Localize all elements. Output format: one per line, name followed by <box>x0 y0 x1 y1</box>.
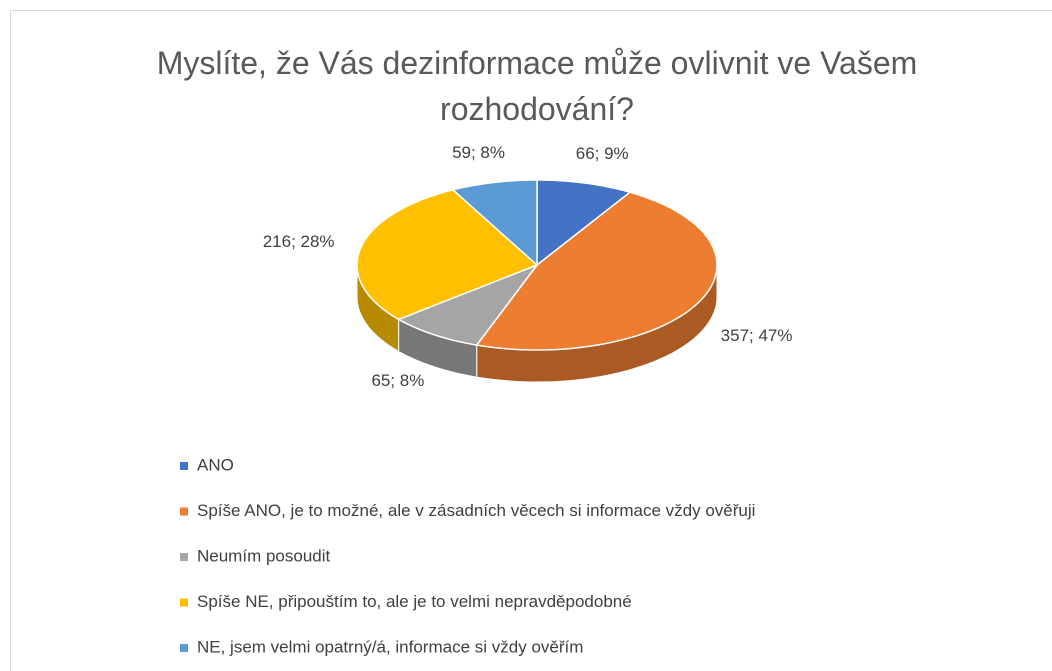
chart-frame <box>10 10 1052 671</box>
legend-label: Neumím posoudit <box>197 546 331 565</box>
slice <box>451 179 538 267</box>
legend-label: NE, jsem velmi opatrný/á, informace si v… <box>197 637 583 656</box>
legend-marker <box>180 462 188 470</box>
data-label: 59; 8% <box>452 143 505 162</box>
slice <box>396 263 540 346</box>
data-label: 357; 47% <box>721 326 793 345</box>
legend-label: Spíše NE, připouštím to, ale je to velmi… <box>197 592 632 611</box>
legend-marker <box>180 553 188 561</box>
data-label: 216; 28% <box>263 232 335 251</box>
legend-label: ANO <box>197 455 234 474</box>
chart-title: Myslíte, že Vás dezinformace může ovlivn… <box>156 45 918 127</box>
data-label: 66; 9% <box>576 144 629 163</box>
slice <box>536 179 632 267</box>
legend-label: Spíše ANO, je to možné, ale v zásadních … <box>197 501 755 520</box>
slice <box>356 188 539 321</box>
legend-marker <box>180 644 188 652</box>
slice <box>475 191 718 351</box>
data-label: 65; 8% <box>371 371 424 390</box>
legend-marker <box>180 507 188 516</box>
legend-marker <box>180 598 188 607</box>
